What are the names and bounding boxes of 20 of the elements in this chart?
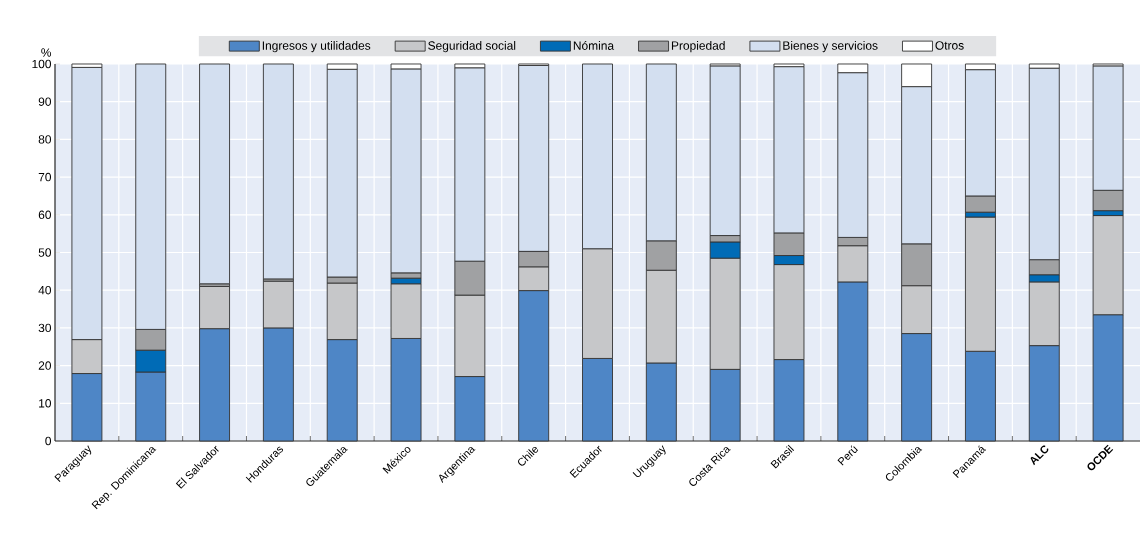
y-tick-label: 40 [38, 285, 52, 295]
legend-label: Otros [935, 41, 964, 50]
y-tick-label: 30 [38, 323, 52, 333]
y-tick-label: 90 [38, 97, 52, 106]
legend-label: Bienes y servicios [783, 41, 878, 53]
legend-label: Seguridad social [428, 41, 516, 53]
legend-label: Ingresos y utilidades [262, 41, 371, 53]
y-tick-label: 20 [38, 361, 52, 370]
y-tick-label: 100 [32, 59, 52, 69]
y-tick-label: 60 [38, 210, 52, 220]
y-tick-label: 10 [39, 399, 52, 408]
bar [199, 63, 231, 285]
y-tick-label: 0 [45, 436, 52, 446]
bar [262, 63, 294, 280]
legend-label: Nómina [573, 40, 615, 50]
y-axis-title: % [41, 48, 52, 57]
y-tick-label: 50 [38, 248, 52, 257]
y-tick-label: 80 [38, 135, 52, 144]
legend-label: Propiedad [671, 41, 725, 53]
y-tick-label: 70 [38, 172, 52, 182]
